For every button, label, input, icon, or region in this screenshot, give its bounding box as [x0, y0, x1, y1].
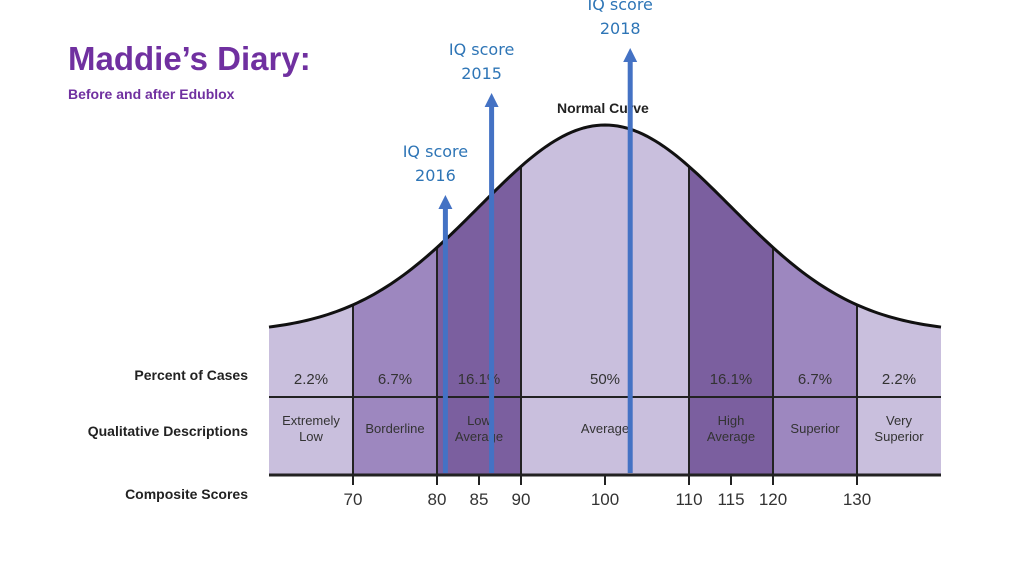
description-label: High	[718, 413, 745, 428]
tick-label: 115	[717, 490, 744, 509]
percent-label: 50%	[590, 371, 620, 388]
percent-label: 6.7%	[378, 371, 412, 388]
tick-label: 90	[512, 490, 531, 509]
description-label: Average	[707, 429, 755, 444]
iq-score-label: 2016	[415, 166, 456, 185]
percent-label: 2.2%	[882, 371, 916, 388]
description-label: Superior	[874, 429, 924, 444]
tick-label: 85	[470, 490, 489, 509]
row-label-1: Qualitative Descriptions	[88, 423, 248, 439]
iq-score-label: 2018	[600, 19, 641, 38]
description-label: Low	[467, 413, 491, 428]
description-label: Average	[581, 421, 629, 436]
percent-label: 16.1%	[710, 371, 753, 388]
description-label: Extremely	[282, 413, 340, 428]
arrow-up-icon	[623, 48, 638, 62]
tick-label: 80	[428, 490, 447, 509]
band-6	[857, 304, 941, 475]
band-5	[773, 247, 857, 475]
row-label-2: Composite Scores	[125, 486, 248, 502]
page-title: Maddie’s Diary:	[68, 40, 311, 77]
curve-label: Normal Curve	[557, 100, 649, 116]
arrow-up-icon	[438, 195, 453, 209]
row-label-0: Percent of Cases	[134, 367, 248, 383]
band-3	[521, 125, 689, 475]
page-subtitle: Before and after Edublox	[68, 86, 235, 102]
description-label: Superior	[790, 421, 840, 436]
tick-label: 120	[759, 490, 787, 509]
tick-label: 70	[344, 490, 363, 509]
tick-label: 110	[675, 490, 702, 509]
tick-label: 130	[843, 490, 871, 509]
iq-score-label: IQ score	[403, 142, 468, 161]
description-label: Very	[886, 413, 913, 428]
iq-score-label: IQ score	[449, 40, 514, 59]
description-label: Average	[455, 429, 503, 444]
iq-score-label: IQ score	[588, 0, 653, 14]
band-1	[353, 247, 437, 475]
percent-label: 2.2%	[294, 371, 328, 388]
description-label: Low	[299, 429, 323, 444]
description-label: Borderline	[365, 421, 424, 436]
arrow-up-icon	[484, 93, 499, 107]
percent-label: 6.7%	[798, 371, 832, 388]
iq-score-label: 2015	[461, 64, 502, 83]
tick-label: 100	[591, 490, 619, 509]
normal-curve	[268, 123, 942, 329]
band-0	[269, 304, 353, 475]
